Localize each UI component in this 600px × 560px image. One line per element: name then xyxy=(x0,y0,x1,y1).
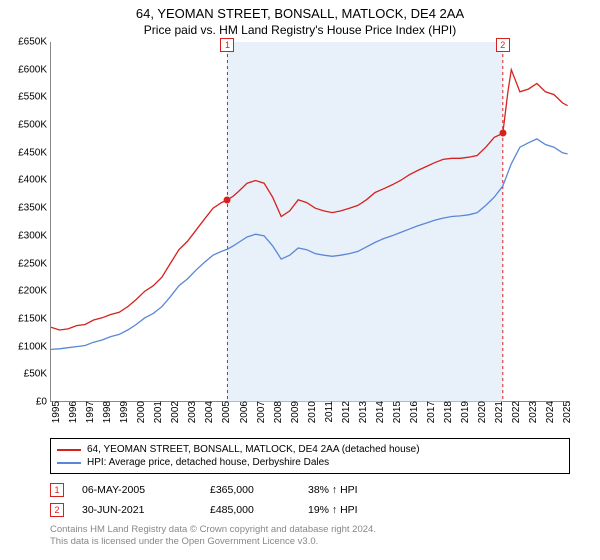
legend: 64, YEOMAN STREET, BONSALL, MATLOCK, DE4… xyxy=(50,438,570,474)
x-tick-label: 2000 xyxy=(132,401,147,423)
x-tick-label: 2023 xyxy=(524,401,539,423)
x-tick-label: 1996 xyxy=(64,401,79,423)
sale-records: 1 06-MAY-2005 £365,000 38% ↑ HPI 2 30-JUN-202… xyxy=(50,480,570,520)
y-tick-label: £450K xyxy=(18,147,51,158)
sale-price: £485,000 xyxy=(210,504,290,516)
y-tick-label: £500K xyxy=(18,120,51,131)
sale-row: 1 06-MAY-2005 £365,000 38% ↑ HPI xyxy=(50,480,570,500)
series-line xyxy=(51,139,568,350)
series-line xyxy=(51,70,568,330)
reference-marker-box: 1 xyxy=(220,38,234,52)
footnote-line-2: This data is licensed under the Open Gov… xyxy=(50,536,318,547)
x-tick-label: 2025 xyxy=(558,401,573,423)
y-tick-label: £550K xyxy=(18,92,51,103)
x-tick-label: 1997 xyxy=(81,401,96,423)
x-tick-label: 2017 xyxy=(422,401,437,423)
chart-plot-area: £0£50K£100K£150K£200K£250K£300K£350K£400… xyxy=(50,42,570,402)
chart-subtitle: Price paid vs. HM Land Registry's House … xyxy=(0,21,600,37)
x-tick-label: 2002 xyxy=(166,401,181,423)
y-tick-label: £200K xyxy=(18,286,51,297)
y-tick-label: £150K xyxy=(18,313,51,324)
x-tick-label: 2020 xyxy=(473,401,488,423)
x-tick-label: 2009 xyxy=(286,401,301,423)
chart-svg xyxy=(51,42,571,402)
x-tick-label: 2013 xyxy=(354,401,369,423)
y-tick-label: £100K xyxy=(18,341,51,352)
y-tick-label: £600K xyxy=(18,64,51,75)
sale-price: £365,000 xyxy=(210,484,290,496)
x-tick-label: 2004 xyxy=(200,401,215,423)
x-tick-label: 2007 xyxy=(252,401,267,423)
x-tick-label: 2010 xyxy=(303,401,318,423)
x-tick-label: 2015 xyxy=(388,401,403,423)
x-tick-label: 2003 xyxy=(183,401,198,423)
x-tick-label: 1998 xyxy=(98,401,113,423)
sale-marker-box: 1 xyxy=(50,483,64,497)
y-tick-label: £400K xyxy=(18,175,51,186)
sale-point-dot xyxy=(499,130,506,137)
sale-marker-box: 2 xyxy=(50,503,64,517)
legend-item: HPI: Average price, detached house, Derb… xyxy=(57,456,563,469)
footnote-line-1: Contains HM Land Registry data © Crown c… xyxy=(50,524,376,535)
y-tick-label: £350K xyxy=(18,203,51,214)
x-tick-label: 1999 xyxy=(115,401,130,423)
x-tick-label: 1995 xyxy=(47,401,62,423)
legend-item: 64, YEOMAN STREET, BONSALL, MATLOCK, DE4… xyxy=(57,443,563,456)
sale-date: 06-MAY-2005 xyxy=(82,484,192,496)
x-tick-label: 2006 xyxy=(235,401,250,423)
x-tick-label: 2024 xyxy=(541,401,556,423)
x-tick-label: 2011 xyxy=(320,401,335,423)
y-tick-label: £250K xyxy=(18,258,51,269)
sale-point-dot xyxy=(224,196,231,203)
y-tick-label: £650K xyxy=(18,37,51,48)
sale-date: 30-JUN-2021 xyxy=(82,504,192,516)
legend-label: 64, YEOMAN STREET, BONSALL, MATLOCK, DE4… xyxy=(87,444,420,455)
y-tick-label: £50K xyxy=(24,369,51,380)
reference-marker-box: 2 xyxy=(496,38,510,52)
x-tick-label: 2005 xyxy=(217,401,232,423)
sale-pct: 38% ↑ HPI xyxy=(308,484,388,496)
x-tick-label: 2018 xyxy=(439,401,454,423)
x-tick-label: 2012 xyxy=(337,401,352,423)
legend-swatch xyxy=(57,449,81,451)
sale-row: 2 30-JUN-2021 £485,000 19% ↑ HPI xyxy=(50,500,570,520)
x-tick-label: 2008 xyxy=(269,401,284,423)
sale-pct: 19% ↑ HPI xyxy=(308,504,388,516)
y-tick-label: £300K xyxy=(18,230,51,241)
x-tick-label: 2014 xyxy=(371,401,386,423)
chart-title: 64, YEOMAN STREET, BONSALL, MATLOCK, DE4… xyxy=(0,0,600,21)
x-tick-label: 2019 xyxy=(456,401,471,423)
x-tick-label: 2021 xyxy=(490,401,505,423)
footnote: Contains HM Land Registry data © Crown c… xyxy=(50,524,570,549)
legend-label: HPI: Average price, detached house, Derb… xyxy=(87,457,329,468)
x-tick-label: 2016 xyxy=(405,401,420,423)
x-tick-label: 2001 xyxy=(149,401,164,423)
legend-swatch xyxy=(57,462,81,464)
x-tick-label: 2022 xyxy=(507,401,522,423)
